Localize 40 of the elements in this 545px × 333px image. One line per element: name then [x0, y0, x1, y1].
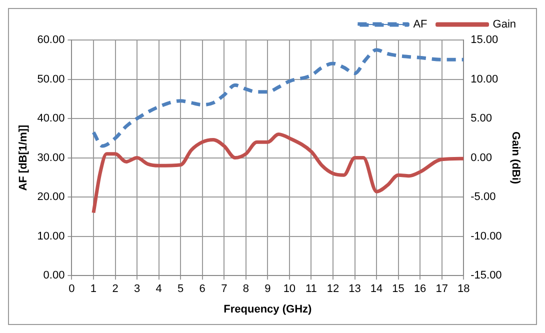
y2-tick-label: 10.00: [470, 73, 498, 86]
x-tick-label: 10: [283, 283, 296, 296]
x-tick-label: 8: [242, 283, 249, 296]
x-tick-label: 15: [392, 283, 404, 296]
y-tick-label: 60.00: [37, 34, 65, 46]
y-tick-label: 20.00: [37, 191, 65, 204]
x-tick-label: 14: [370, 283, 383, 296]
y-tick-label: 50.00: [37, 73, 65, 86]
y-tick-label: 0.00: [43, 270, 65, 282]
x-tick-label: 18: [457, 283, 470, 296]
x-tick-label: 0: [68, 283, 75, 296]
y2-tick-label: -5.00: [470, 191, 496, 204]
legend-label: Gain: [492, 18, 516, 31]
x-tick-label: 6: [199, 283, 206, 296]
x-axis-title: Frequency (GHz): [224, 303, 312, 316]
x-tick-label: 7: [221, 283, 228, 296]
y2-tick-label: 5.00: [470, 112, 492, 125]
y2-tick-label: 0.00: [470, 152, 492, 164]
y2-tick-label: 15.00: [470, 34, 498, 46]
x-tick-label: 13: [348, 283, 361, 296]
line-series: [92, 132, 464, 215]
legend-label: AF: [413, 18, 428, 31]
y-tick-label: 10.00: [37, 230, 65, 242]
line-series: [92, 48, 464, 148]
x-tick-label: 1: [90, 283, 97, 296]
y-tick-label: 40.00: [37, 112, 65, 125]
x-tick-label: 3: [134, 283, 140, 296]
x-tick-label: 5: [178, 283, 184, 296]
y2-axis-title: Gain (dBi): [509, 132, 522, 184]
y2-tick-label: -10.00: [470, 230, 502, 242]
x-tick-label: 9: [264, 283, 271, 296]
x-tick-label: 2: [112, 283, 118, 296]
x-tick-label: 11: [306, 283, 317, 296]
y-axis-title: AF [dB[1/m]]: [18, 124, 30, 191]
x-tick-label: 12: [326, 283, 340, 296]
y2-tick-label: -15.00: [470, 270, 502, 282]
x-tick-label: 16: [414, 283, 426, 296]
x-tick-label: 4: [156, 283, 162, 296]
y-tick-label: 30.00: [37, 152, 65, 164]
x-tick-label: 17: [436, 283, 448, 296]
